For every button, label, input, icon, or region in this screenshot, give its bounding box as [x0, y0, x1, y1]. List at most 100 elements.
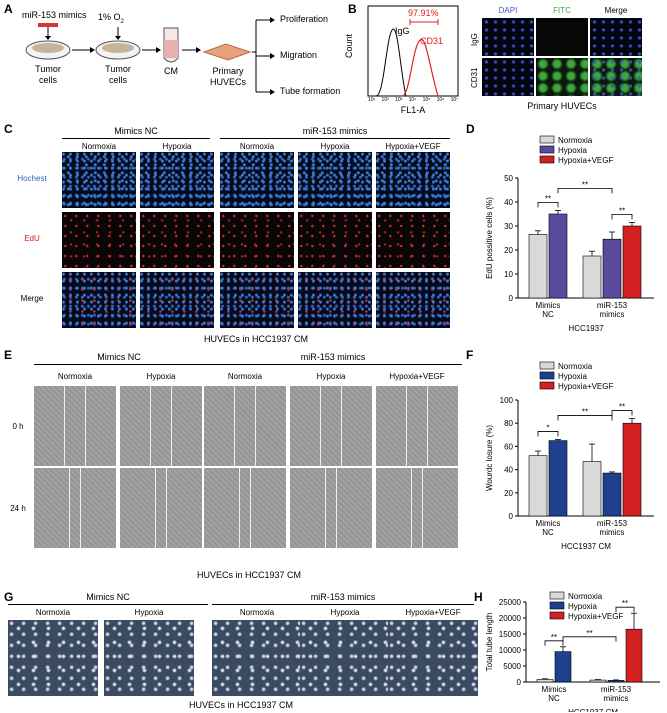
bar-1-2 [622, 225, 642, 299]
panel-a-label: A [4, 2, 13, 16]
e-condition-0: Normoxia [57, 372, 93, 381]
c-img-r1-c2 [220, 212, 294, 268]
e-img-r1-c3 [290, 468, 372, 548]
c-group-nc: Mimics NC [114, 126, 158, 136]
g-condition-3: Hypoxia [330, 608, 360, 617]
wound-edge-line [336, 468, 337, 548]
wound-edge-line [422, 468, 423, 548]
wound-edge-line [255, 386, 256, 466]
significance-mark-0: * [546, 423, 549, 432]
bar-0-0 [528, 234, 548, 299]
category-label-1-1: mimics [600, 528, 625, 537]
category-label-0-0: Mimics [542, 685, 567, 694]
e-row-1: 24 h [10, 504, 26, 513]
bar-1-0 [582, 255, 602, 299]
bar-0-1 [554, 651, 572, 683]
legend-label-0: Normoxia [568, 592, 603, 601]
c-row-2: Merge [20, 294, 44, 303]
wound-edge-line [341, 386, 342, 466]
significance-mark-2: ** [622, 599, 628, 608]
c-img-r2-c3 [298, 272, 372, 328]
primary-huvecs-label: Primary HUVECs [209, 66, 246, 87]
category-label-1-0: miR-153 [597, 519, 628, 528]
e-img-r0-c1 [120, 386, 202, 466]
dapi-header: DAPI [498, 6, 518, 15]
e-img-r0-c2 [204, 386, 286, 466]
wound-edge-line [166, 468, 167, 548]
significance-mark-1: ** [582, 407, 588, 416]
c-img-r1-c1 [140, 212, 214, 268]
significance-mark-2: ** [619, 206, 625, 215]
category-label-1-1: mimics [604, 694, 629, 703]
flow-xticks: 10¹ 10² 10³ 10⁴ 10⁵ 10⁶ 10⁷ [368, 97, 458, 103]
wound-edge-line [320, 386, 321, 466]
bar-1-2 [625, 628, 643, 683]
flow-plot-frame [367, 5, 459, 97]
legend-label-2: Hypoxia+VEGF [558, 156, 613, 165]
wound-edge-line [250, 468, 251, 548]
panel-e-caption: HUVECs in HCC1937 CM [196, 570, 302, 580]
c-img-r2-c4 [376, 272, 450, 328]
if-igg-fitc [536, 18, 588, 56]
wound-edge-line [64, 386, 65, 466]
legend-swatch-0 [539, 135, 555, 144]
category-label-1-1: mimics [600, 310, 625, 319]
legend-swatch-2 [539, 381, 555, 390]
wound-edge-line [69, 468, 70, 548]
category-label-1-0: miR-153 [597, 301, 628, 310]
g-img-4 [388, 620, 478, 696]
e-img-r1-c0 [34, 468, 116, 548]
mimics-label: miR-153 mimics [22, 10, 87, 20]
c-condition-3: Hypoxia [320, 142, 350, 151]
y-axis-label: Wourdc losure (%) [485, 425, 494, 491]
legend-label-1: Hypoxia [558, 146, 587, 155]
y-axis-label: EdU possitive cells (%) [485, 197, 494, 279]
y-tick-label: 0 [517, 678, 522, 687]
legend-swatch-0 [539, 361, 555, 370]
cd31-curve [401, 38, 439, 97]
legend-label-0: Normoxia [558, 136, 593, 145]
g-condition-1: Hypoxia [134, 608, 164, 617]
significance-bracket-0 [537, 202, 559, 208]
c-img-r2-c1 [140, 272, 214, 328]
x-axis-label: HCC1937 [568, 324, 604, 333]
wound-edge-line [234, 386, 235, 466]
significance-mark-1: ** [582, 180, 588, 189]
c-group-mir: miR-153 mimics [302, 126, 368, 136]
y-axis-label: Total tube length [485, 613, 494, 672]
c-row-0: Hochest [17, 174, 47, 183]
y-tick-label: 20000 [499, 614, 522, 623]
category-label-0-0: Mimics [536, 301, 561, 310]
o2-label: 1% O2 [98, 12, 124, 25]
gate-percent: 97.91% [408, 8, 439, 18]
bar-0-1 [548, 213, 568, 299]
y-tick-label: 50 [504, 174, 513, 183]
if-cd31-dapi [482, 58, 534, 96]
flow-ylabel: Count [344, 33, 354, 58]
g-group-mir: miR-153 mimics [310, 592, 376, 602]
bar-0-0 [536, 679, 554, 683]
e-condition-3: Hypoxia [316, 372, 346, 381]
row-cd31: CD31 [470, 67, 479, 88]
wound-edge-line [171, 386, 172, 466]
if-igg-dapi [482, 18, 534, 56]
outcome-proliferation: Proliferation [280, 14, 329, 24]
e-img-r0-c4 [376, 386, 458, 466]
g-condition-0: Normoxia [35, 608, 71, 617]
c-condition-0: Normoxia [81, 142, 117, 151]
panel-g-label: G [4, 590, 14, 604]
row-igg: IgG [470, 33, 479, 46]
c-img-r1-c3 [298, 212, 372, 268]
category-label-1-0: miR-153 [601, 685, 632, 694]
g-img-0 [8, 620, 98, 696]
g-condition-4: Hypoxia+VEGF [405, 608, 461, 617]
c-img-r2-c2 [220, 272, 294, 328]
e-group-nc: Mimics NC [97, 352, 141, 362]
cm-label: CM [164, 66, 178, 76]
category-label-0-1: NC [542, 310, 554, 319]
fitc-header: FITC [553, 6, 571, 15]
x-axis-label: HCC1937 CM [568, 708, 618, 712]
wound-edge-line [80, 468, 81, 548]
legend-label-0: Normoxia [558, 362, 593, 371]
g-img-1 [104, 620, 194, 696]
